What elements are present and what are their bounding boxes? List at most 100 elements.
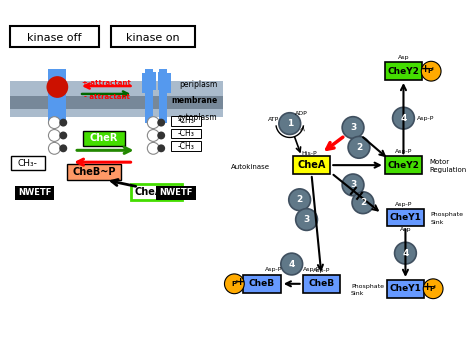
Bar (385, 62, 422, 80)
Bar (48, 69, 66, 123)
Circle shape (423, 279, 443, 299)
Bar (158, 72, 163, 90)
Circle shape (342, 117, 364, 138)
Text: 3: 3 (350, 123, 356, 132)
Text: CheB~P: CheB~P (72, 167, 116, 177)
Text: 1: 1 (287, 119, 293, 128)
Circle shape (289, 189, 310, 211)
Text: Autokinase: Autokinase (231, 164, 270, 170)
Text: - attractant: - attractant (84, 94, 130, 100)
Bar (387, 209, 424, 226)
Text: 4: 4 (402, 248, 409, 258)
Circle shape (348, 136, 370, 158)
Text: -CH₃: -CH₃ (177, 116, 194, 125)
Text: Pᴵ: Pᴵ (428, 68, 435, 74)
Text: CheA: CheA (297, 160, 326, 170)
Text: Asp-P: Asp-P (395, 202, 412, 207)
Bar (67, 164, 121, 180)
Text: CheB: CheB (308, 279, 335, 288)
Bar (165, 73, 171, 93)
Text: + attractant: + attractant (82, 80, 131, 86)
Text: Sink: Sink (351, 291, 365, 296)
Bar (11, 156, 45, 170)
Text: cytoplasm: cytoplasm (178, 113, 218, 122)
Bar (142, 73, 147, 93)
Text: Asp-P: Asp-P (395, 149, 412, 154)
Circle shape (296, 209, 318, 230)
Text: Asp-P: Asp-P (417, 116, 435, 121)
Bar (10, 26, 99, 48)
Circle shape (225, 274, 244, 294)
Circle shape (147, 142, 159, 154)
Text: His-P: His-P (302, 151, 317, 156)
Text: CheY2: CheY2 (388, 67, 419, 76)
Circle shape (59, 144, 67, 152)
Text: 4: 4 (400, 114, 407, 123)
Text: membrane: membrane (171, 96, 218, 105)
Bar (156, 186, 196, 200)
Bar (83, 131, 125, 146)
Bar (10, 96, 222, 109)
Text: Asp: Asp (398, 55, 409, 60)
Text: Phosphate: Phosphate (430, 212, 463, 217)
Circle shape (157, 131, 165, 140)
Text: -CH₃: -CH₃ (177, 129, 194, 138)
Bar (159, 69, 167, 123)
Bar (15, 186, 55, 200)
Circle shape (352, 192, 374, 214)
Circle shape (394, 242, 416, 264)
Text: CheY2: CheY2 (388, 161, 419, 170)
Text: Motor: Motor (429, 159, 449, 165)
Text: Regulation: Regulation (429, 167, 466, 173)
Bar (10, 81, 222, 96)
Text: -CH₃: -CH₃ (177, 142, 194, 151)
Text: Asp: Asp (400, 227, 411, 232)
Bar (293, 156, 330, 174)
Text: kinase on: kinase on (127, 33, 180, 43)
Circle shape (48, 117, 60, 129)
Circle shape (48, 142, 60, 154)
Text: ATP: ATP (268, 117, 280, 122)
Text: kinase off: kinase off (27, 33, 82, 43)
Text: +: + (423, 282, 432, 292)
Text: 2: 2 (356, 143, 362, 152)
Circle shape (59, 119, 67, 127)
Text: Sink: Sink (430, 220, 444, 225)
Bar (302, 275, 340, 293)
Text: Asp-P: Asp-P (265, 267, 283, 272)
Text: Asp-P: Asp-P (303, 267, 320, 272)
Text: CheY1: CheY1 (390, 213, 421, 222)
Text: CheA~P: CheA~P (135, 187, 178, 197)
Text: ADP: ADP (295, 111, 308, 116)
Text: Pᴵ: Pᴵ (231, 281, 238, 287)
Circle shape (392, 107, 414, 129)
Text: NWETF: NWETF (18, 189, 51, 197)
Circle shape (157, 144, 165, 152)
Text: Pᴵ: Pᴵ (430, 286, 437, 292)
Circle shape (281, 253, 302, 275)
Bar (171, 141, 201, 151)
Circle shape (59, 131, 67, 140)
Circle shape (147, 117, 159, 129)
Text: 2: 2 (360, 198, 366, 207)
Circle shape (48, 130, 60, 141)
Text: 3: 3 (350, 180, 356, 190)
Text: CH₃-: CH₃- (18, 159, 37, 168)
Bar (387, 280, 424, 297)
Bar (146, 69, 153, 123)
Circle shape (279, 113, 301, 135)
Bar (243, 275, 281, 293)
Circle shape (342, 174, 364, 196)
Text: NWETF: NWETF (159, 189, 193, 197)
Text: 3: 3 (303, 215, 310, 224)
Circle shape (147, 130, 159, 141)
Text: Asp-P: Asp-P (313, 268, 330, 273)
Text: 4: 4 (289, 260, 295, 268)
Text: Phosphate: Phosphate (351, 284, 384, 289)
Text: CheY1: CheY1 (390, 284, 421, 293)
Text: 2: 2 (297, 195, 303, 204)
Text: +: + (236, 277, 245, 287)
Bar (10, 109, 222, 117)
Bar (171, 129, 201, 138)
Circle shape (421, 61, 441, 81)
